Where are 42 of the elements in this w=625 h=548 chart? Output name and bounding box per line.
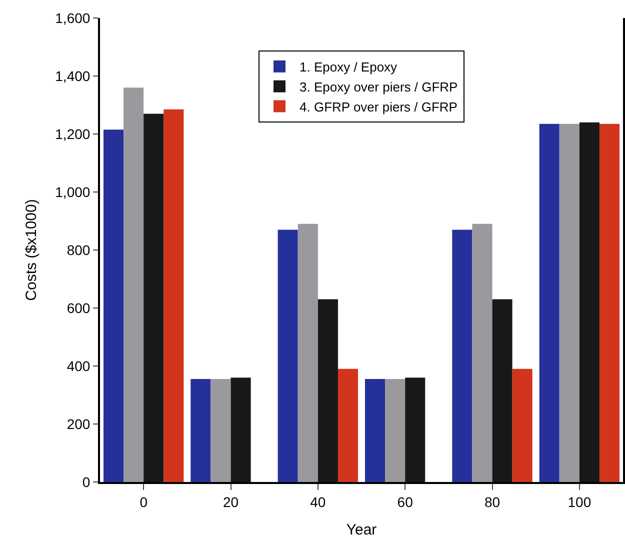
x-tick-label: 60 (397, 494, 414, 510)
bar (559, 124, 580, 482)
x-tick-label: 80 (484, 494, 500, 510)
bar (539, 124, 560, 482)
bar (364, 379, 386, 482)
bar (318, 299, 338, 482)
legend-label: 4. GFRP over piers / GFRP (300, 99, 458, 114)
bar (103, 130, 124, 482)
y-tick-label: 1,200 (55, 126, 90, 142)
bar (599, 124, 620, 482)
x-axis-title: Year (346, 521, 377, 538)
y-tick-label: 400 (66, 358, 90, 374)
y-tick-label: 1,400 (55, 68, 90, 84)
bar (144, 114, 164, 482)
bar (512, 368, 532, 482)
bar (492, 299, 512, 482)
legend-label: 1. Epoxy / Epoxy (300, 60, 398, 74)
bar (385, 379, 406, 482)
bar (124, 88, 144, 482)
y-tick-label: 600 (66, 300, 90, 316)
x-tick-label: 0 (140, 494, 148, 510)
legend-label: 3. Epoxy over piers / GFRP (300, 79, 458, 94)
x-tick-label: 100 (568, 494, 592, 510)
bar (472, 224, 492, 482)
y-tick-label: 0 (82, 474, 90, 490)
bar (298, 224, 318, 482)
x-tick-label: 40 (310, 494, 326, 510)
bar (405, 378, 426, 482)
bar (164, 109, 184, 482)
y-tick-label: 200 (66, 416, 90, 432)
y-tick-label: 800 (66, 242, 90, 258)
y-axis-title: Costs ($x1000) (22, 199, 40, 301)
y-tick-label: 1,600 (55, 10, 90, 26)
bar (190, 379, 211, 482)
bar (230, 378, 251, 482)
x-tick-label: 20 (222, 494, 239, 510)
bar (210, 379, 231, 482)
bar (338, 368, 358, 482)
y-tick-label: 1,000 (55, 184, 90, 200)
bar (579, 122, 600, 482)
bar (278, 230, 298, 482)
bar (452, 230, 472, 482)
